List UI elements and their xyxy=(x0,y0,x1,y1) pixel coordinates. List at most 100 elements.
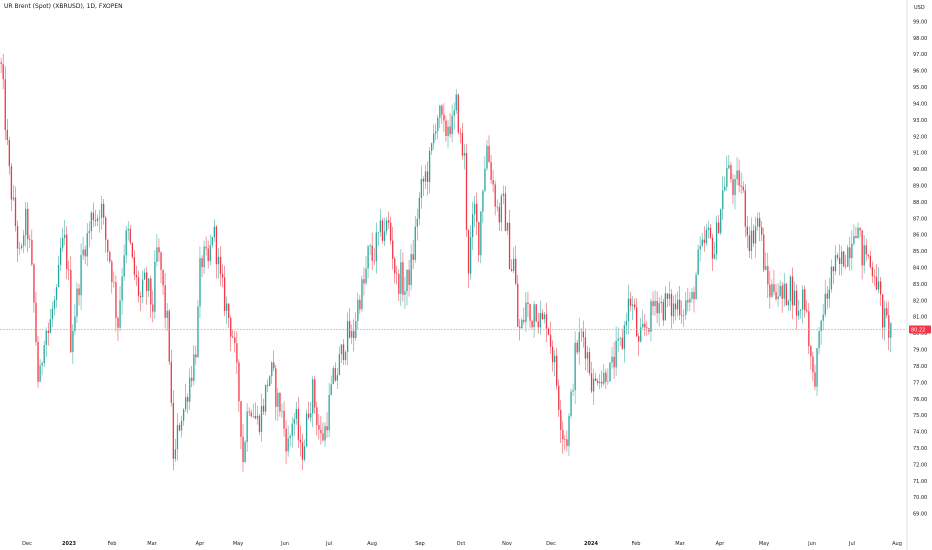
candle-body xyxy=(328,395,330,431)
candle xyxy=(10,163,13,212)
candle xyxy=(841,245,843,276)
candle xyxy=(359,294,361,314)
candle xyxy=(0,57,2,74)
candle xyxy=(795,284,798,330)
candle xyxy=(342,339,345,366)
candle xyxy=(297,396,300,449)
candle-body xyxy=(859,227,861,231)
candle-body xyxy=(105,217,107,240)
candle xyxy=(170,349,172,407)
candle-body xyxy=(103,203,105,218)
candle-body xyxy=(170,361,172,403)
candle xyxy=(191,365,193,388)
candle xyxy=(121,267,123,315)
candle-body xyxy=(867,254,869,256)
candle xyxy=(326,411,328,438)
candle xyxy=(517,275,519,328)
candle-body xyxy=(562,429,564,440)
candle xyxy=(480,210,482,264)
candle xyxy=(209,234,211,266)
candle xyxy=(767,252,769,299)
candle-body xyxy=(367,246,369,269)
candle xyxy=(141,270,144,304)
candle-body xyxy=(619,337,621,339)
candle xyxy=(510,259,513,272)
candle xyxy=(346,312,349,366)
candle xyxy=(12,185,15,202)
candle xyxy=(285,420,287,465)
x-tick-label: Jul xyxy=(325,541,332,547)
candle-body xyxy=(674,303,677,310)
candle xyxy=(890,321,892,353)
candle-body xyxy=(863,245,865,266)
candle xyxy=(802,285,804,324)
candle xyxy=(361,275,363,312)
candle-body xyxy=(76,288,78,317)
candle xyxy=(221,264,224,288)
candle xyxy=(578,317,580,365)
candle xyxy=(111,259,113,294)
candle-body xyxy=(715,222,718,255)
candle xyxy=(515,245,517,286)
candle xyxy=(670,289,673,329)
candle-body xyxy=(295,409,297,420)
candle xyxy=(855,226,857,239)
candle xyxy=(592,368,595,406)
candle xyxy=(330,375,332,396)
candle-body xyxy=(875,276,878,290)
candle-body xyxy=(476,203,478,222)
candle xyxy=(650,298,652,341)
candle-body xyxy=(264,384,267,412)
candle-body xyxy=(127,228,129,231)
time-axis[interactable]: Dec 2023 Feb Mar Apr May Jun Jul Aug Sep Oct Nov Dec… xyxy=(22,541,902,547)
candle-body xyxy=(752,230,755,244)
candle-body xyxy=(14,197,17,227)
candle-body xyxy=(506,222,509,231)
candle xyxy=(57,255,60,288)
candle-body xyxy=(119,300,121,328)
candle xyxy=(351,324,353,345)
candle xyxy=(701,233,703,248)
candle-body xyxy=(754,226,757,244)
candle-body xyxy=(246,411,248,443)
candle-body xyxy=(633,304,636,308)
candle xyxy=(537,312,539,334)
candle-body xyxy=(100,203,103,218)
last-price-badge: 80.22 xyxy=(909,325,931,334)
candle xyxy=(779,280,781,297)
candle xyxy=(219,246,222,287)
candle-body xyxy=(365,268,367,284)
candle xyxy=(834,245,837,275)
candle-body xyxy=(871,267,874,277)
price-axis[interactable]: 69.00 70.00 71.00 72.00 73.00 74.00 75.00 76.00… xyxy=(913,19,927,517)
y-tick-label: 72.00 xyxy=(913,462,927,468)
candle-body xyxy=(314,379,316,408)
candle-body xyxy=(642,323,644,328)
candle-body xyxy=(508,222,511,270)
y-tick-label: 69.00 xyxy=(913,512,927,518)
candle-body xyxy=(802,289,804,310)
candle-body xyxy=(627,298,630,322)
candle-body xyxy=(379,220,382,233)
candle xyxy=(498,202,500,232)
y-tick-label: 78.00 xyxy=(913,364,927,370)
candle-body xyxy=(810,346,812,357)
y-tick-label: 99.00 xyxy=(913,19,927,25)
candle-body xyxy=(256,415,259,419)
candle xyxy=(490,155,492,184)
candle-body xyxy=(830,266,833,290)
candle-body xyxy=(359,299,361,310)
candle xyxy=(508,209,511,270)
candle-body xyxy=(564,439,566,440)
candle xyxy=(457,93,459,135)
candle-body xyxy=(228,303,230,318)
candle xyxy=(564,435,566,451)
candle-body xyxy=(769,284,771,297)
candle xyxy=(150,275,152,318)
candle-body xyxy=(375,232,377,262)
candle xyxy=(336,368,338,389)
candle-body xyxy=(857,227,859,239)
candle-body xyxy=(400,262,402,294)
candle xyxy=(836,252,839,261)
